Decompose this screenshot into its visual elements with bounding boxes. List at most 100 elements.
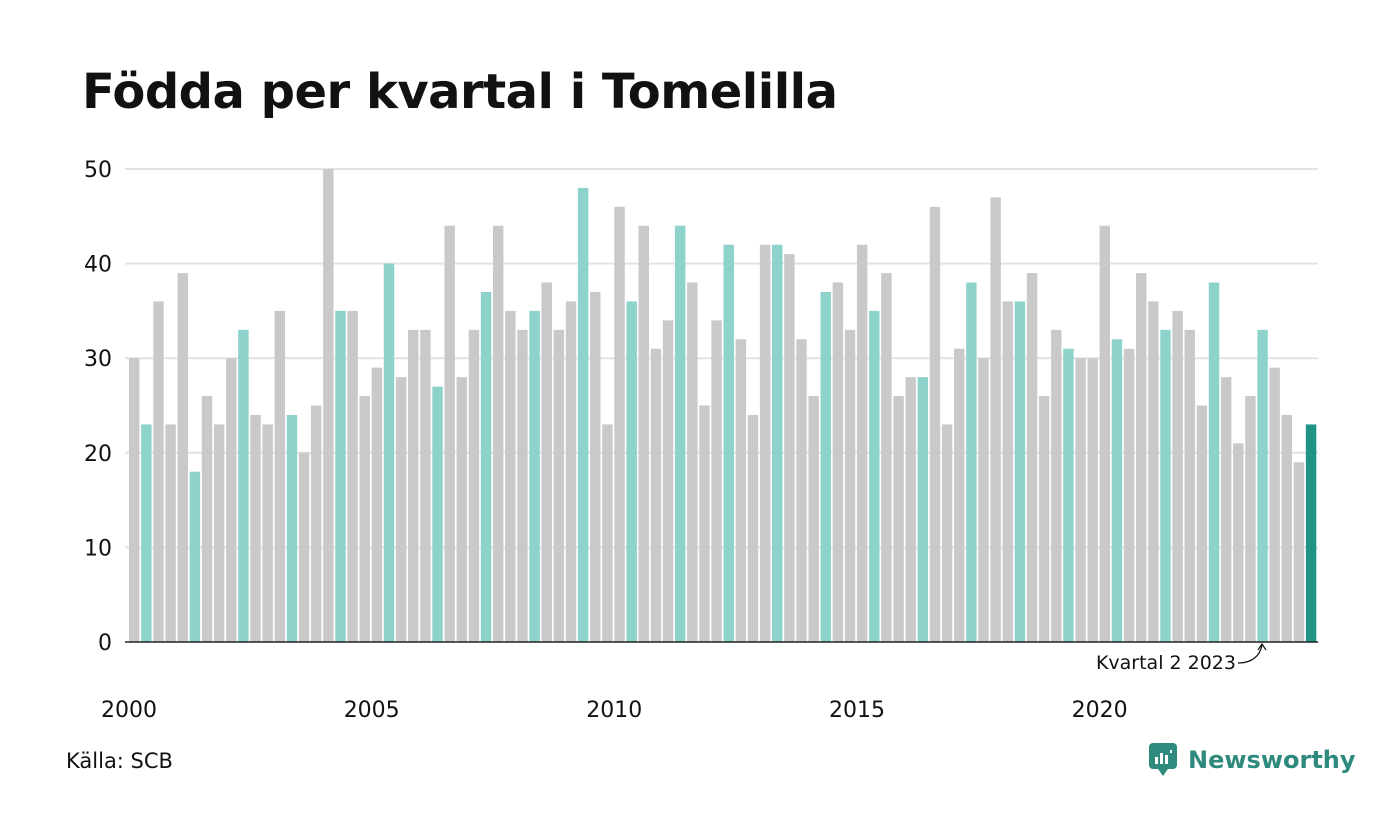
bar [978,358,989,642]
x-tick-label: 2020 [1072,698,1128,723]
y-tick-label: 30 [84,347,112,372]
bar [262,424,273,642]
bar [492,225,504,642]
bar [772,244,783,642]
bar [1148,301,1159,642]
bar [177,273,188,642]
bar [687,282,698,642]
bar [480,291,492,642]
y-tick-label: 40 [84,253,112,278]
x-tick-label: 2005 [344,698,400,723]
bar [711,320,722,642]
bars [129,169,1317,643]
bar [371,367,383,642]
bar [395,377,407,642]
bar [929,206,941,642]
bar [1293,462,1305,642]
bar [1136,273,1147,642]
bar [577,187,589,643]
bar [1257,329,1268,642]
x-tick-label: 2010 [586,698,642,723]
bar [1075,358,1086,642]
bar [347,310,358,642]
x-axis-ticks: 2000 2005 2010 2015 2020 [101,698,1128,723]
bar [553,329,565,642]
source-label: Källa: SCB [66,749,173,773]
bar [153,301,164,642]
bar [590,291,601,642]
bar [517,329,528,642]
bar [1184,329,1195,642]
y-tick-label: 10 [84,536,112,561]
bar [286,414,298,642]
bar [759,244,771,642]
bar [844,329,856,642]
x-tick-label: 2000 [101,698,157,723]
bar [1160,329,1171,642]
bar [917,377,929,642]
bar [1245,396,1256,642]
bar [893,396,904,642]
bar [335,310,346,642]
bar [747,414,759,642]
bar [614,206,625,642]
bar [1063,348,1074,642]
annotation: Kvartal 2 2023 [1096,642,1267,674]
bar [602,424,613,642]
bar [298,452,310,642]
bar [941,424,953,642]
bar [808,396,819,642]
bar [359,396,370,642]
bar [784,254,795,642]
chart-title: Födda per kvartal i Tomelilla [82,64,838,120]
bar [638,225,649,642]
bar [966,282,977,642]
annotation-arrowhead [1257,642,1267,651]
bar [832,282,844,642]
bar [129,358,140,642]
bar [869,310,880,642]
bar [408,329,419,642]
bar [165,424,176,642]
annotation-label: Kvartal 2 2023 [1096,652,1236,674]
bar [189,471,201,642]
bar [468,329,480,642]
bar [1099,225,1111,642]
bar [1026,273,1038,642]
bar [699,405,710,642]
bar [456,377,468,642]
annotation-arrow [1237,644,1263,664]
bar [420,329,431,642]
bar [1038,396,1050,642]
y-tick-label: 0 [98,631,112,656]
y-tick-label: 50 [84,158,112,183]
newsworthy-logo: Newsworthy [1148,742,1356,778]
bar [274,310,286,642]
y-axis-ticks: 0 10 20 30 40 50 [84,158,112,656]
x-tick-label: 2015 [829,698,885,723]
bar [1220,377,1232,642]
bar [1281,414,1293,642]
bar [250,414,261,642]
bar [723,244,734,642]
bar [226,358,237,642]
bar [565,301,577,642]
bar-chart: 0 10 20 30 40 50 2000 2005 2010 2015 2020 Kvartal… [84,158,1318,723]
bar [1305,424,1317,642]
bar [1014,301,1026,642]
bar [1233,443,1244,642]
bar [432,386,443,642]
bar [1269,367,1280,642]
bar [1123,348,1135,642]
bar [856,244,868,642]
bar [238,329,249,642]
newsworthy-logo-text: Newsworthy [1188,746,1356,774]
bar [529,310,540,642]
bar [990,197,1001,642]
bar [626,301,637,642]
bar [954,348,965,642]
bar [1051,329,1062,642]
bar [1196,405,1208,642]
newsworthy-logo-icon [1149,743,1177,776]
bar [820,291,831,642]
